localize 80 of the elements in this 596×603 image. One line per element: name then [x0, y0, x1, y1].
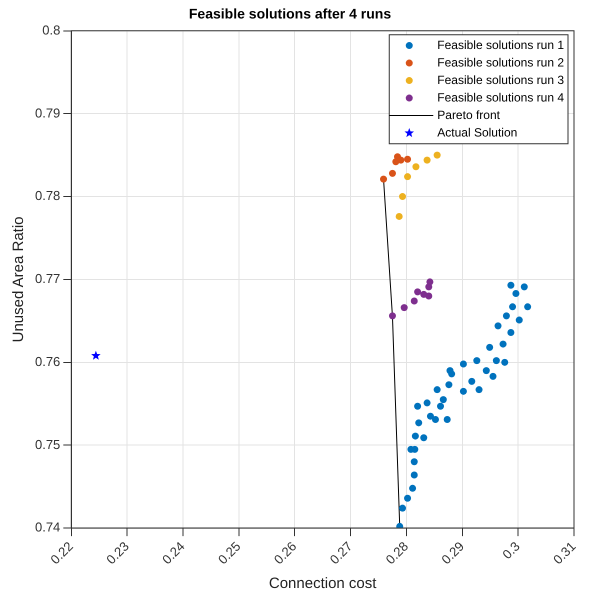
- point: [482, 367, 490, 374]
- point: [396, 212, 403, 220]
- point: [388, 312, 396, 320]
- y-axis-title: Unused Area Ratio: [10, 216, 28, 342]
- point: [492, 357, 500, 364]
- y-tick-label: 0.77: [34, 271, 60, 286]
- point: [414, 288, 422, 296]
- point: [473, 357, 480, 364]
- point: [404, 156, 412, 163]
- point: [434, 386, 441, 394]
- point: [400, 304, 408, 312]
- point: [520, 283, 528, 290]
- point: [512, 290, 520, 298]
- point: [490, 372, 497, 380]
- point: [476, 386, 483, 394]
- x-tick-label: 0.31: [550, 538, 579, 568]
- point: [507, 282, 514, 289]
- point: [412, 163, 420, 170]
- point: [399, 504, 406, 512]
- y-tick-label: 0.78: [34, 188, 60, 204]
- point: [396, 522, 404, 528]
- point: [432, 416, 439, 424]
- point: [91, 350, 101, 360]
- point: [445, 381, 452, 388]
- point: [516, 316, 523, 324]
- x-tick-label: 0.26: [270, 538, 300, 568]
- point: [410, 297, 418, 304]
- y-tick-label: 0.75: [34, 436, 60, 452]
- legend-label: Feasible solutions run 2: [437, 55, 564, 70]
- point: [426, 278, 434, 286]
- legend-label: Actual Solution: [437, 125, 518, 140]
- point: [434, 152, 441, 159]
- point: [414, 402, 422, 410]
- point: [440, 396, 447, 404]
- legend-label: Feasible solutions run 1: [437, 38, 564, 52]
- y-tick-label: 0.74: [34, 520, 60, 535]
- point: [501, 358, 508, 366]
- point: [468, 378, 476, 385]
- point: [460, 360, 467, 368]
- point: [426, 412, 434, 420]
- point: [410, 458, 418, 466]
- point: [415, 419, 422, 426]
- point: [420, 434, 428, 442]
- y-tick-label: 0.76: [34, 354, 60, 369]
- chart-title: Feasible solutions after 4 runs: [188, 5, 392, 22]
- point: [409, 484, 416, 492]
- x-tick-label: 0.29: [438, 538, 467, 568]
- point: [424, 156, 431, 164]
- point: [437, 402, 444, 410]
- x-tick-label: 0.24: [159, 538, 188, 568]
- point: [507, 328, 514, 336]
- point: [494, 322, 502, 330]
- legend-label: Feasible solutions run 3: [437, 72, 564, 87]
- point: [380, 176, 388, 183]
- point: [524, 303, 532, 310]
- legend-label: Pareto front: [437, 108, 501, 122]
- point: [509, 303, 516, 310]
- point: [404, 173, 412, 180]
- point: [388, 170, 396, 177]
- x-tick-label: 0.22: [47, 538, 76, 568]
- point: [404, 494, 412, 502]
- x-tick-label: 0.23: [103, 538, 132, 568]
- point: [460, 388, 467, 395]
- point: [444, 416, 451, 424]
- point: [425, 292, 432, 300]
- x-tick-label: 0.28: [382, 538, 412, 568]
- y-tick-label: 0.79: [34, 105, 60, 120]
- point: [446, 367, 454, 374]
- point: [399, 193, 406, 200]
- y-tick-label: 0.8: [42, 22, 60, 38]
- point: [412, 432, 419, 440]
- x-axis-title: Connection cost: [268, 575, 378, 592]
- point: [500, 340, 507, 348]
- x-tick-label: 0.25: [215, 538, 244, 568]
- point: [486, 344, 494, 351]
- point: [424, 399, 431, 406]
- point: [410, 472, 418, 479]
- x-tick-label: 0.3: [499, 538, 523, 562]
- point: [502, 312, 510, 320]
- legend-label: Feasible solutions run 4: [437, 90, 564, 104]
